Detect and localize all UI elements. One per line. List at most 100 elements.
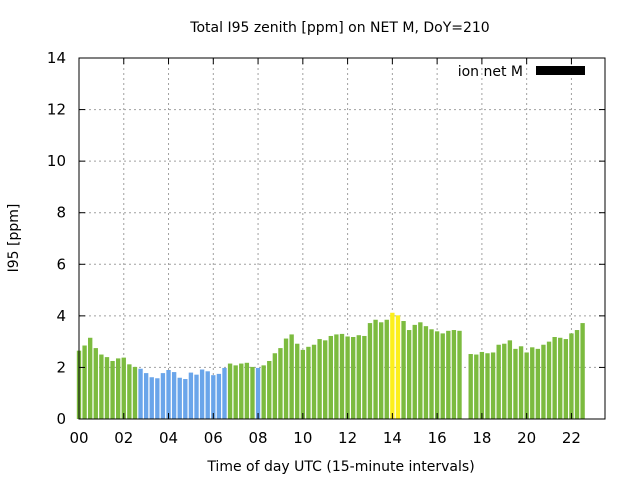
- x-tick-label: 16: [428, 429, 447, 447]
- bar: [250, 366, 255, 419]
- bar: [149, 377, 154, 419]
- bar: [485, 353, 490, 419]
- y-axis: 0 2 4 6 8 10 12 14: [47, 49, 605, 428]
- x-tick-label: 04: [159, 429, 178, 447]
- y-tick-label: 4: [56, 307, 66, 325]
- bar: [345, 336, 350, 419]
- x-tick-label: 00: [69, 429, 88, 447]
- bar: [378, 322, 384, 419]
- bar: [138, 368, 143, 419]
- bar: [205, 371, 210, 419]
- y-tick-label: 8: [56, 204, 66, 222]
- bar: [188, 372, 194, 419]
- bar: [401, 321, 406, 419]
- bar: [524, 352, 529, 419]
- bar: [356, 335, 361, 419]
- bar: [546, 341, 552, 419]
- bar: [177, 377, 182, 419]
- plot-frame: [78, 57, 606, 420]
- bar: [93, 348, 98, 419]
- bar: [222, 367, 227, 419]
- x-tick-label: 14: [383, 429, 402, 447]
- bar: [166, 370, 171, 419]
- bar: [328, 335, 333, 419]
- x-tick-label: 10: [293, 429, 312, 447]
- bar: [132, 366, 138, 419]
- bar: [194, 374, 199, 419]
- bar: [227, 363, 233, 419]
- bar: [580, 323, 585, 419]
- x-tick-label: 18: [472, 429, 491, 447]
- y-tick-label: 10: [47, 152, 66, 170]
- y-tick-label: 2: [56, 358, 66, 376]
- bar: [255, 367, 261, 419]
- bar: [183, 379, 188, 419]
- bar: [423, 326, 429, 419]
- bar: [323, 340, 328, 419]
- bar: [339, 333, 345, 419]
- bar: [390, 312, 395, 419]
- bar: [362, 335, 367, 419]
- bar: [395, 315, 401, 419]
- bar: [384, 319, 389, 419]
- bar: [474, 354, 479, 419]
- y-tick-label: 14: [47, 49, 66, 67]
- bar: [127, 364, 132, 419]
- bar: [267, 360, 272, 419]
- bar: [300, 349, 306, 419]
- bar: [239, 363, 244, 419]
- bar: [418, 322, 423, 419]
- bar: [216, 373, 222, 420]
- bar: [351, 337, 356, 419]
- x-tick-label: 20: [517, 429, 536, 447]
- bar: [261, 365, 266, 419]
- legend-swatch: [536, 66, 585, 75]
- bar: [574, 330, 580, 419]
- x-tick-label: 06: [204, 429, 223, 447]
- legend: ion net M: [458, 64, 585, 80]
- bar: [115, 358, 121, 419]
- bar: [513, 348, 518, 419]
- y-axis-label: I95 [ppm]: [6, 204, 22, 273]
- bar: [233, 365, 238, 419]
- bar: [502, 343, 507, 419]
- bar: [507, 340, 513, 419]
- bar: [434, 331, 440, 419]
- bar: [479, 351, 485, 419]
- bar: [457, 330, 462, 419]
- bar: [104, 357, 110, 419]
- legend-label: ion net M: [458, 64, 523, 80]
- bar: [446, 330, 451, 419]
- bar: [563, 339, 569, 419]
- bar: [496, 344, 501, 419]
- bar: [121, 357, 126, 419]
- bar: [440, 333, 445, 419]
- bar: [552, 337, 557, 419]
- x-tick-label: 22: [562, 429, 581, 447]
- bar: [569, 333, 574, 419]
- bar: [535, 348, 541, 419]
- bar: [155, 378, 160, 419]
- bar: [283, 338, 289, 419]
- bar: [211, 375, 216, 419]
- bar: [311, 344, 317, 419]
- bar: [412, 324, 417, 419]
- bar: [272, 353, 278, 419]
- bar: [541, 344, 546, 419]
- bar: [373, 319, 378, 419]
- y-tick-label: 0: [56, 410, 66, 428]
- bar: [317, 339, 322, 419]
- x-axis-label: Time of day UTC (15-minute intervals): [206, 459, 474, 475]
- bar: [451, 330, 457, 419]
- bar: [171, 372, 177, 419]
- bar: [110, 360, 115, 419]
- bar: [88, 337, 93, 419]
- chart-title: Total I95 zenith [ppm] on NET M, DoY=210: [189, 20, 489, 36]
- bar: [558, 337, 563, 419]
- bar: [367, 323, 373, 419]
- y-tick-label: 12: [47, 101, 66, 119]
- bar: [334, 334, 339, 419]
- bar: [160, 373, 166, 419]
- bar: [82, 345, 87, 419]
